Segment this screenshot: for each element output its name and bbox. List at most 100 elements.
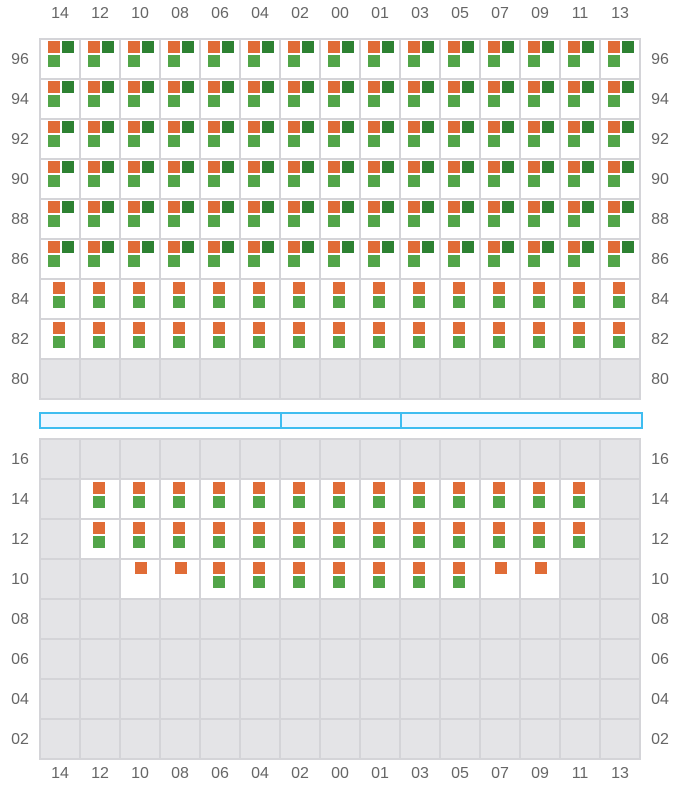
slot-cell [481,240,519,278]
light-green-marker [368,255,380,267]
orange-marker [373,522,385,534]
slot-cell [321,440,359,478]
slot-cell [601,320,639,358]
light-green-marker [288,135,300,147]
orange-marker [608,121,620,133]
orange-marker [528,161,540,173]
dark-green-marker [382,241,394,253]
light-green-marker [328,255,340,267]
dark-green-marker [502,241,514,253]
orange-marker [248,161,260,173]
slot-cell [601,40,639,78]
row-label: 86 [651,251,669,268]
light-green-marker [368,95,380,107]
slot-cell [241,80,279,118]
slot-cell [561,680,599,718]
slot-cell [321,520,359,558]
slot-cell [281,360,319,398]
slot-cell [121,440,159,478]
orange-marker [128,161,140,173]
slot-cell [161,560,199,598]
light-green-marker [248,135,260,147]
slot-cell [561,520,599,558]
slot-cell [41,320,79,358]
slot-cell [241,120,279,158]
column-label: 07 [491,765,509,782]
dark-green-marker [222,201,234,213]
light-green-marker [88,215,100,227]
slot-cell [201,480,239,518]
orange-marker [328,161,340,173]
slot-cell [41,240,79,278]
light-green-marker [408,255,420,267]
light-green-marker [493,336,505,348]
light-green-marker [48,55,60,67]
dark-green-marker [182,241,194,253]
orange-marker [288,41,300,53]
slot-cell [121,280,159,318]
slot-cell [561,160,599,198]
slot-cell [81,200,119,238]
orange-marker [248,121,260,133]
light-green-marker [453,496,465,508]
light-green-marker [413,296,425,308]
orange-marker [413,522,425,534]
row-label: 08 [651,611,669,628]
dark-green-marker [382,161,394,173]
column-label: 08 [171,5,189,22]
orange-marker [413,322,425,334]
slot-cell [161,520,199,558]
dark-green-marker [342,41,354,53]
slot-cell [41,440,79,478]
column-label: 13 [611,765,629,782]
orange-marker [248,81,260,93]
orange-marker [533,482,545,494]
slot-cell [281,200,319,238]
slot-cell [321,280,359,318]
slot-cell [601,440,639,478]
orange-marker [208,81,220,93]
slot-cell [241,200,279,238]
orange-marker [413,482,425,494]
orange-marker [213,522,225,534]
dark-green-marker [382,121,394,133]
slot-cell [401,160,439,198]
slot-cell [401,200,439,238]
dark-green-marker [502,121,514,133]
dark-green-marker [102,161,114,173]
orange-marker [208,121,220,133]
column-label: 05 [451,765,469,782]
dark-green-marker [142,161,154,173]
row-label: 84 [11,291,29,308]
light-green-marker [173,296,185,308]
orange-marker [253,482,265,494]
orange-marker [88,241,100,253]
dark-green-marker [462,241,474,253]
slot-cell [161,440,199,478]
slot-cell [561,320,599,358]
slot-cell [121,560,159,598]
orange-marker [208,201,220,213]
light-green-marker [493,496,505,508]
slot-cell [81,560,119,598]
top-grid [39,38,641,400]
dark-green-marker [502,41,514,53]
light-green-marker [293,536,305,548]
orange-marker [613,282,625,294]
orange-marker [373,282,385,294]
orange-marker [213,322,225,334]
column-label: 02 [291,5,309,22]
orange-marker [208,41,220,53]
orange-marker [293,322,305,334]
light-green-marker [408,175,420,187]
orange-marker [568,161,580,173]
slot-cell [561,480,599,518]
orange-marker [408,41,420,53]
slot-cell [321,560,359,598]
slot-cell [561,600,599,638]
slot-cell [201,680,239,718]
orange-marker [48,201,60,213]
light-green-marker [88,135,100,147]
dark-green-marker [102,121,114,133]
slot-cell [201,320,239,358]
